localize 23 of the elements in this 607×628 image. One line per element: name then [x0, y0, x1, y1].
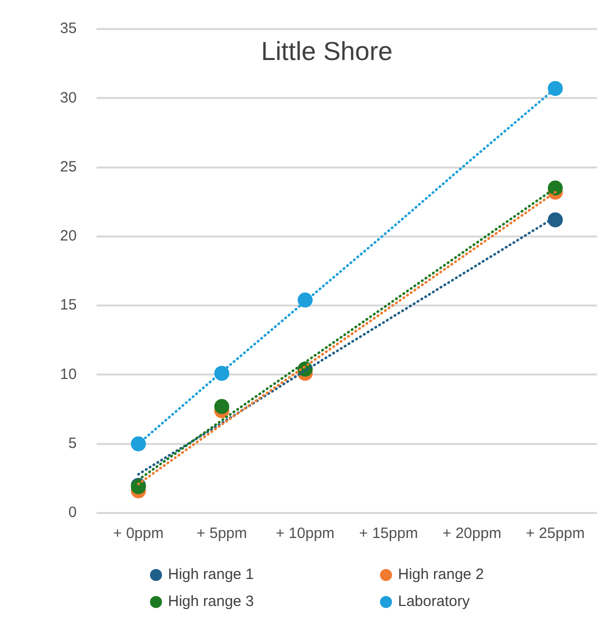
chart-title: Little Shore	[261, 36, 393, 66]
y-tick-label: 25	[60, 158, 77, 176]
y-tick-label: 5	[68, 435, 77, 452]
point	[130, 436, 146, 452]
y-tick-label: 35	[60, 20, 77, 38]
legend-label: High range 1	[168, 566, 254, 583]
x-tick-label: + 10ppm	[276, 525, 335, 542]
y-tick-label: 0	[68, 504, 77, 522]
x-tick-label: + 20ppm	[442, 525, 502, 542]
x-tick-label: + 25ppm	[526, 525, 585, 542]
point	[214, 399, 230, 414]
x-tick-label: + 15ppm	[359, 525, 418, 542]
point	[548, 80, 563, 96]
y-tick-label: 20	[60, 228, 77, 245]
y-tick-label: 10	[60, 366, 77, 383]
legend-label: High range 3	[168, 593, 254, 610]
legend-label: Laboratory	[398, 593, 470, 610]
legend-label: High range 2	[398, 566, 484, 583]
y-tick-label: 30	[60, 89, 77, 106]
point	[548, 212, 563, 228]
x-tick-label: + 5ppm	[196, 525, 247, 542]
x-tick-label: + 0ppm	[113, 525, 164, 542]
y-tick-label: 15	[60, 296, 77, 314]
